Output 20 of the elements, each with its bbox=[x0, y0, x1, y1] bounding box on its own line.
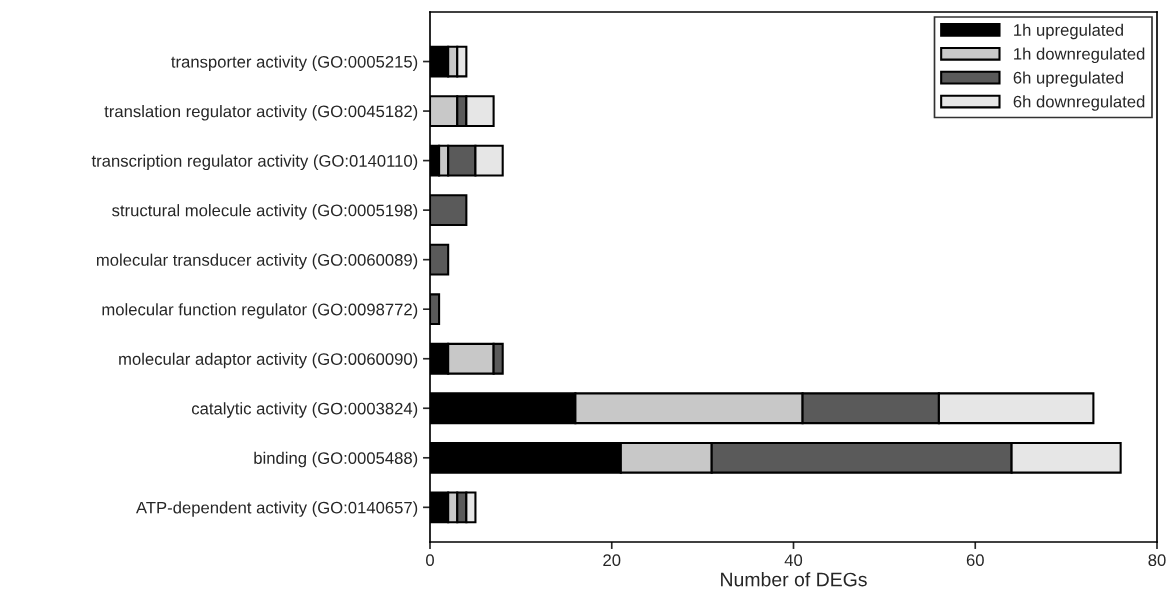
y-tick-label: ATP-dependent activity (GO:0140657) bbox=[135, 501, 418, 517]
x-tick-label: 0 bbox=[426, 554, 434, 567]
y-tick-label: transporter activity (GO:0005215) bbox=[171, 55, 418, 72]
x-tick-label: 60 bbox=[966, 554, 984, 567]
y-tick-label: catalytic activity (GO:0003824) bbox=[191, 402, 418, 418]
y-tick-label: molecular adaptor activity (GO:0060090) bbox=[119, 352, 418, 369]
y-tick-label: structural molecule activity (GO:0005198) bbox=[112, 204, 418, 220]
y-tick-label: molecular function regulator (GO:0098772) bbox=[102, 303, 418, 319]
y-tick-label: molecular transducer activity (GO:0060089) bbox=[96, 253, 418, 270]
legend-label: 1h downregulated bbox=[1014, 47, 1145, 64]
legend-label: 6h upregulated bbox=[1013, 71, 1123, 87]
x-tick-label: 80 bbox=[1148, 554, 1166, 567]
x-tick-label: 20 bbox=[603, 554, 621, 567]
y-tick-label: binding (GO:0005488) bbox=[254, 451, 418, 468]
legend-label: 6h downregulated bbox=[1013, 95, 1145, 111]
x-tick-label: 40 bbox=[784, 554, 803, 567]
legend-label: 1h upregulated bbox=[1014, 23, 1123, 40]
x-axis-title: Number of DEGs bbox=[721, 572, 867, 587]
y-tick-label: transcription regulator activity (GO:0140110) bbox=[91, 154, 418, 171]
y-tick-label: translation regulator activity (GO:0045182) bbox=[104, 105, 418, 121]
